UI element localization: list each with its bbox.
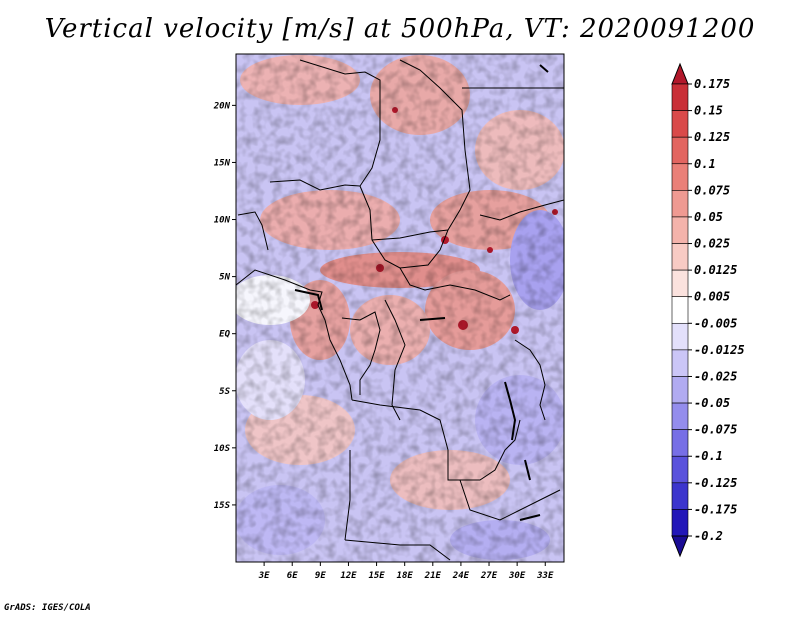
colorbar-label: 0.175 — [694, 77, 730, 91]
colorbar-box — [671, 243, 689, 271]
colorbar-label: 0.025 — [694, 237, 730, 251]
colorbar-label: 0.005 — [694, 290, 730, 304]
colorbar-box — [671, 509, 689, 537]
colorbar-label: -0.0125 — [694, 343, 745, 357]
y-tick-label: 15S — [214, 501, 231, 511]
colorbar-box — [671, 429, 689, 457]
colorbar-box — [671, 455, 689, 484]
y-tick-label: 5S — [219, 387, 230, 397]
y-tick-label: 5N — [219, 273, 230, 283]
colorbar-max-arrow — [671, 62, 689, 85]
x-tick-label: 33E — [536, 571, 554, 581]
colorbar-label: -0.175 — [694, 502, 737, 516]
x-axis: 3E 6E 9E 12E 15E 18E 21E 24E 27E 30E 33E — [258, 562, 554, 581]
x-tick-label: 21E — [424, 571, 442, 581]
grads-credit: GrADS: IGES/COLA — [4, 603, 91, 613]
y-axis: 20N 15N 10N 5N EQ 5S 10S 15S — [213, 101, 236, 511]
colorbar-box — [671, 296, 689, 324]
colorbar-label: -0.005 — [694, 316, 737, 330]
colorbar-label: -0.125 — [694, 476, 737, 490]
colorbar-box — [671, 402, 689, 430]
coastlines-lakes — [294, 64, 549, 521]
y-tick-label: 15N — [214, 158, 231, 168]
chart-title: Vertical velocity [m/s] at 500hPa, VT: 2… — [44, 14, 756, 44]
colorbar-label: 0.125 — [694, 130, 730, 144]
colorbar-label: -0.075 — [694, 423, 737, 437]
colorbar-box — [671, 163, 689, 191]
x-tick-label: 18E — [397, 571, 414, 581]
x-tick-label: 9E — [315, 571, 326, 581]
colorbar-label: -0.1 — [694, 449, 723, 463]
y-tick-label: 20N — [213, 101, 231, 111]
colorbar-label: 0.1 — [694, 157, 716, 171]
y-tick-label: 10S — [214, 444, 231, 454]
map-plot-area — [236, 54, 564, 562]
colorbar-label: 0.05 — [694, 210, 723, 224]
x-tick-label: 30E — [508, 571, 526, 581]
colorbar-box — [671, 83, 689, 111]
x-tick-label: 27E — [480, 571, 498, 581]
y-tick-label: EQ — [219, 330, 230, 340]
x-tick-label: 6E — [287, 571, 298, 581]
x-tick-label: 3E — [258, 571, 270, 581]
country-borders — [236, 59, 564, 561]
map-frame — [235, 53, 565, 563]
colorbar-box — [671, 136, 689, 165]
x-tick-label: 24E — [452, 571, 470, 581]
colorbar-box — [671, 482, 689, 510]
colorbar-box — [671, 216, 689, 244]
colorbar-label: -0.2 — [694, 529, 723, 543]
y-tick-label: 10N — [214, 216, 231, 226]
colorbar-box — [671, 349, 689, 377]
colorbar-box — [671, 269, 689, 298]
colorbar-label: 0.0125 — [694, 263, 737, 277]
colorbar: 0.175 0.15 0.125 0.1 0.075 0.05 0.025 0.0125 0.0… — [671, 62, 745, 558]
colorbar-box — [671, 376, 689, 404]
x-tick-label: 12E — [340, 571, 357, 581]
colorbar-label: 0.15 — [694, 104, 723, 118]
colorbar-label: -0.05 — [694, 396, 730, 410]
x-tick-label: 15E — [368, 571, 385, 581]
colorbar-box — [671, 110, 689, 138]
noise-texture — [236, 54, 564, 562]
colorbar-box — [671, 190, 689, 218]
colorbar-label: 0.075 — [694, 183, 730, 197]
colorbar-box — [671, 322, 689, 351]
colorbar-label: -0.025 — [694, 369, 737, 383]
colorbar-min-arrow — [671, 535, 689, 558]
